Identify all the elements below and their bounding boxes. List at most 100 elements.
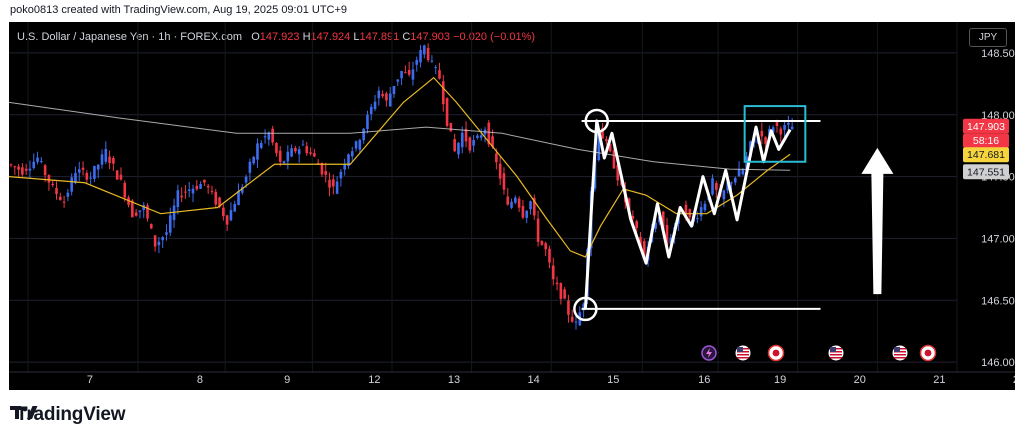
candle-body [320,163,324,175]
candle-body [138,210,142,212]
chart-area[interactable]: U.S. Dollar / Japanese Yen · 1h · FOREX.… [9,22,1015,390]
y-tick-label: 148.500 [981,48,1015,60]
flag-canton [737,347,743,352]
candle-body [441,81,445,105]
candle-body [661,211,665,229]
flag-stripe [894,357,906,359]
candle-body [472,140,475,146]
candle-body [252,156,255,164]
candle-body [438,70,441,79]
candle-body [161,237,164,241]
ma-slow-line [9,101,791,171]
x-tick-label: 21 [933,374,945,386]
candle-body [741,169,745,175]
candle-body [502,173,506,190]
candle-body [711,178,714,195]
x-tick-label: 16 [698,374,710,386]
candle-body [263,136,267,138]
candle-body [123,182,127,198]
ma-slow-tag [963,164,1009,180]
up-arrow-icon [861,147,894,295]
candle-body [309,152,312,154]
candle-body [32,161,36,168]
low-label: L [353,31,360,43]
candle-body [328,179,331,188]
y-tick-label: 146.000 [981,357,1015,369]
ma-fast-line [9,76,791,258]
candle-body [241,187,244,193]
candle-body [400,70,403,79]
candle-body [491,136,494,148]
candle-body [612,150,616,169]
candle-body [66,192,70,197]
candle-body [517,198,521,208]
symbol-title: U.S. Dollar / Japanese Yen · 1h · FOREX.… [17,31,242,43]
candle-body [381,93,384,97]
currency-button[interactable]: JPY [969,28,1007,47]
candle-body [180,195,183,198]
candle-body [229,210,233,221]
candle-body [434,67,438,69]
x-tick-label: 13 [448,374,460,386]
x-tick-label: 20 [854,374,866,386]
candle-body [536,218,540,242]
candle-body [85,172,89,180]
candle-body [271,128,274,143]
candle-body [43,165,47,176]
high-value: 147.924 [310,31,351,43]
x-tick-label: 9 [284,374,290,386]
candle-body [339,171,343,179]
candle-body [350,151,354,157]
candle-body [570,316,574,322]
candle-body [733,178,737,183]
candle-body [366,114,369,129]
flag-canton [830,347,836,352]
x-tick-label: 7 [87,374,93,386]
high-label: H [302,31,311,43]
candle-body [787,122,790,125]
candle-body [17,166,20,170]
candle-body [377,90,381,99]
candle-body [703,203,707,211]
candle-body [574,321,578,323]
candle-body [529,201,532,210]
candle-body [404,72,407,74]
x-tick-label: 8 [197,374,203,386]
flag-stripe [737,354,749,356]
candle-body [267,132,271,140]
candle-body [783,125,786,130]
candle-body [77,169,81,173]
candle-body [392,85,396,95]
flag-stripe [737,357,749,359]
flag-stripe [830,354,842,356]
jp-flag-dot [924,349,932,357]
countdown-tag-label: 58:16 [973,135,999,147]
candle-body [184,191,187,193]
candle-body [165,232,168,235]
candle-body [195,185,199,190]
x-tick-label: 14 [527,374,539,386]
candle-body [563,289,566,299]
candle-body [51,183,55,186]
candle-body [278,150,282,162]
candle-body [605,139,608,142]
highlight-box [743,105,807,163]
brand-name: TradingView [16,404,126,425]
candle-body [62,201,66,203]
flag-stripe [894,354,906,356]
candle-body [13,166,17,168]
candle-body [301,144,305,146]
y-tick-label: 147.000 [981,233,1015,245]
candle-body [70,177,73,192]
tradingview-logo[interactable]: TradingView [10,404,126,426]
candle-body [290,148,293,157]
candle-body [525,210,529,218]
candle-body [89,177,92,179]
jp-flag-dot [772,349,780,357]
drawn-zigzag-path [583,119,792,310]
candle-body [722,190,726,200]
candle-body [532,197,536,216]
candle-body [415,59,419,65]
candle-body [358,139,362,150]
candle-body [237,190,240,206]
